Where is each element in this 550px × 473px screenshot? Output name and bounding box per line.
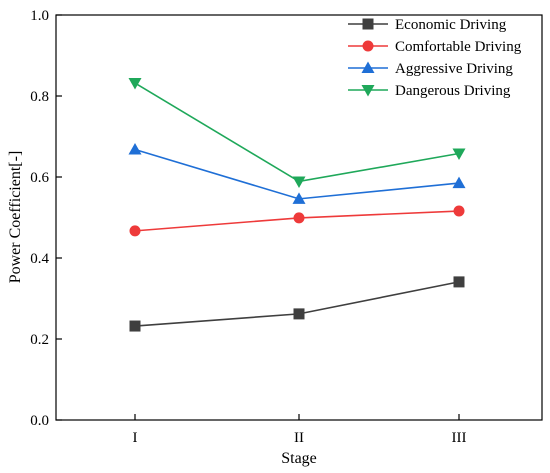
legend-label: Dangerous Driving [395,83,511,99]
y-tick-label: 0.2 [30,332,49,348]
data-point-comfortable-driving [293,212,305,224]
legend-marker [361,61,375,73]
series-dangerous-driving [128,78,466,188]
data-point-aggressive-driving [452,176,466,189]
legend-item-dangerous-driving: Dangerous Driving [348,83,511,99]
x-axis: I II III [133,414,467,446]
data-point-dangerous-driving [452,148,466,161]
data-point-comfortable-driving [129,225,141,237]
x-tick-label: II [294,430,304,446]
legend-marker [362,40,374,52]
y-tick-label: 0.6 [30,170,49,186]
y-axis-title: Power Coefficient[-] [7,151,24,284]
legend-item-economic-driving: Economic Driving [348,17,507,33]
y-axis: 0.0 0.2 0.4 0.6 0.8 1.0 [30,8,62,429]
series-aggressive-driving [128,142,466,204]
legend-marker [361,85,375,97]
series-line-economic-driving [134,281,460,327]
data-point-dangerous-driving [292,176,306,188]
series-layer [128,78,466,332]
legend: Economic Driving Comfortable Driving Aggre… [348,17,522,99]
legend-label: Economic Driving [395,17,507,33]
series-line-aggressive-driving [134,148,460,200]
legend-marker [362,18,374,30]
y-tick-label: 1.0 [30,8,49,24]
series-comfortable-driving [129,205,465,237]
data-point-aggressive-driving [128,142,142,155]
x-tick-label: III [452,430,467,446]
legend-label: Comfortable Driving [395,39,522,55]
x-tick-label: I [133,430,138,446]
y-tick-label: 0.0 [30,413,49,429]
data-point-economic-driving [129,320,141,332]
legend-item-aggressive-driving: Aggressive Driving [348,61,513,77]
data-point-aggressive-driving [292,192,306,204]
data-point-economic-driving [453,276,465,288]
data-point-economic-driving [293,308,305,320]
y-tick-label: 0.4 [30,251,49,267]
y-tick-label: 0.8 [30,89,49,105]
legend-item-comfortable-driving: Comfortable Driving [348,39,522,55]
legend-label: Aggressive Driving [395,61,513,77]
data-point-comfortable-driving [453,205,465,217]
series-economic-driving [129,276,465,332]
data-point-dangerous-driving [128,78,142,90]
x-axis-title: Stage [281,450,317,467]
